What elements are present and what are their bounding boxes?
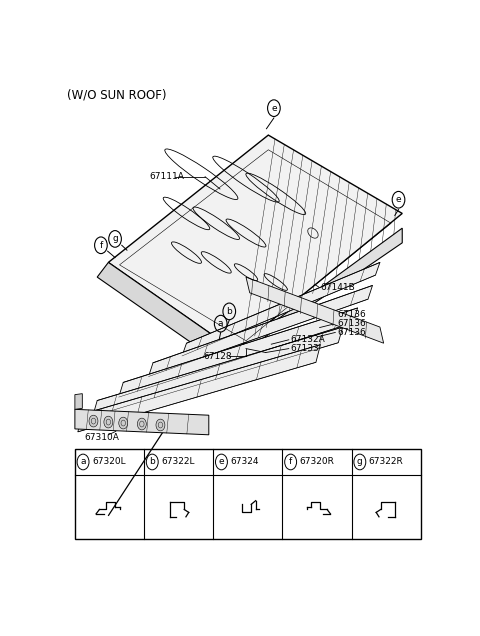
Text: b: b (227, 307, 232, 316)
Circle shape (104, 416, 113, 428)
Polygon shape (97, 263, 235, 365)
Text: 67133: 67133 (290, 344, 319, 353)
Polygon shape (119, 308, 358, 397)
Text: b: b (149, 457, 155, 466)
Polygon shape (224, 228, 402, 365)
Text: 67136: 67136 (337, 328, 366, 337)
Text: g: g (112, 235, 118, 244)
Text: 67320R: 67320R (300, 457, 335, 466)
Polygon shape (182, 263, 380, 356)
Text: 67310A: 67310A (84, 433, 119, 442)
Text: e: e (396, 195, 401, 204)
Text: f: f (99, 241, 103, 250)
Text: 67322L: 67322L (161, 457, 195, 466)
Polygon shape (75, 394, 83, 410)
Text: 67136: 67136 (337, 310, 366, 319)
Circle shape (137, 418, 146, 430)
Circle shape (119, 417, 128, 429)
Text: e: e (271, 104, 276, 113)
Text: 67141B: 67141B (321, 284, 355, 293)
Circle shape (156, 419, 165, 431)
Text: a: a (80, 457, 86, 466)
Text: (W/O SUN ROOF): (W/O SUN ROOF) (67, 88, 167, 102)
Text: f: f (289, 457, 292, 466)
Polygon shape (246, 277, 384, 343)
Text: 67128: 67128 (203, 352, 232, 361)
Text: 67136: 67136 (337, 319, 366, 328)
Bar (75, 448, 421, 539)
Text: e: e (218, 457, 224, 466)
Text: 67320L: 67320L (92, 457, 126, 466)
Polygon shape (78, 345, 321, 432)
Polygon shape (93, 327, 343, 416)
Text: 67322R: 67322R (369, 457, 404, 466)
Text: 67132A: 67132A (290, 335, 325, 344)
Polygon shape (148, 286, 372, 377)
Text: g: g (357, 457, 363, 466)
Text: a: a (218, 319, 224, 328)
Polygon shape (108, 135, 402, 350)
Circle shape (89, 415, 98, 427)
Text: 67324: 67324 (230, 457, 259, 466)
Polygon shape (75, 410, 209, 435)
Text: 67111A: 67111A (149, 172, 184, 181)
